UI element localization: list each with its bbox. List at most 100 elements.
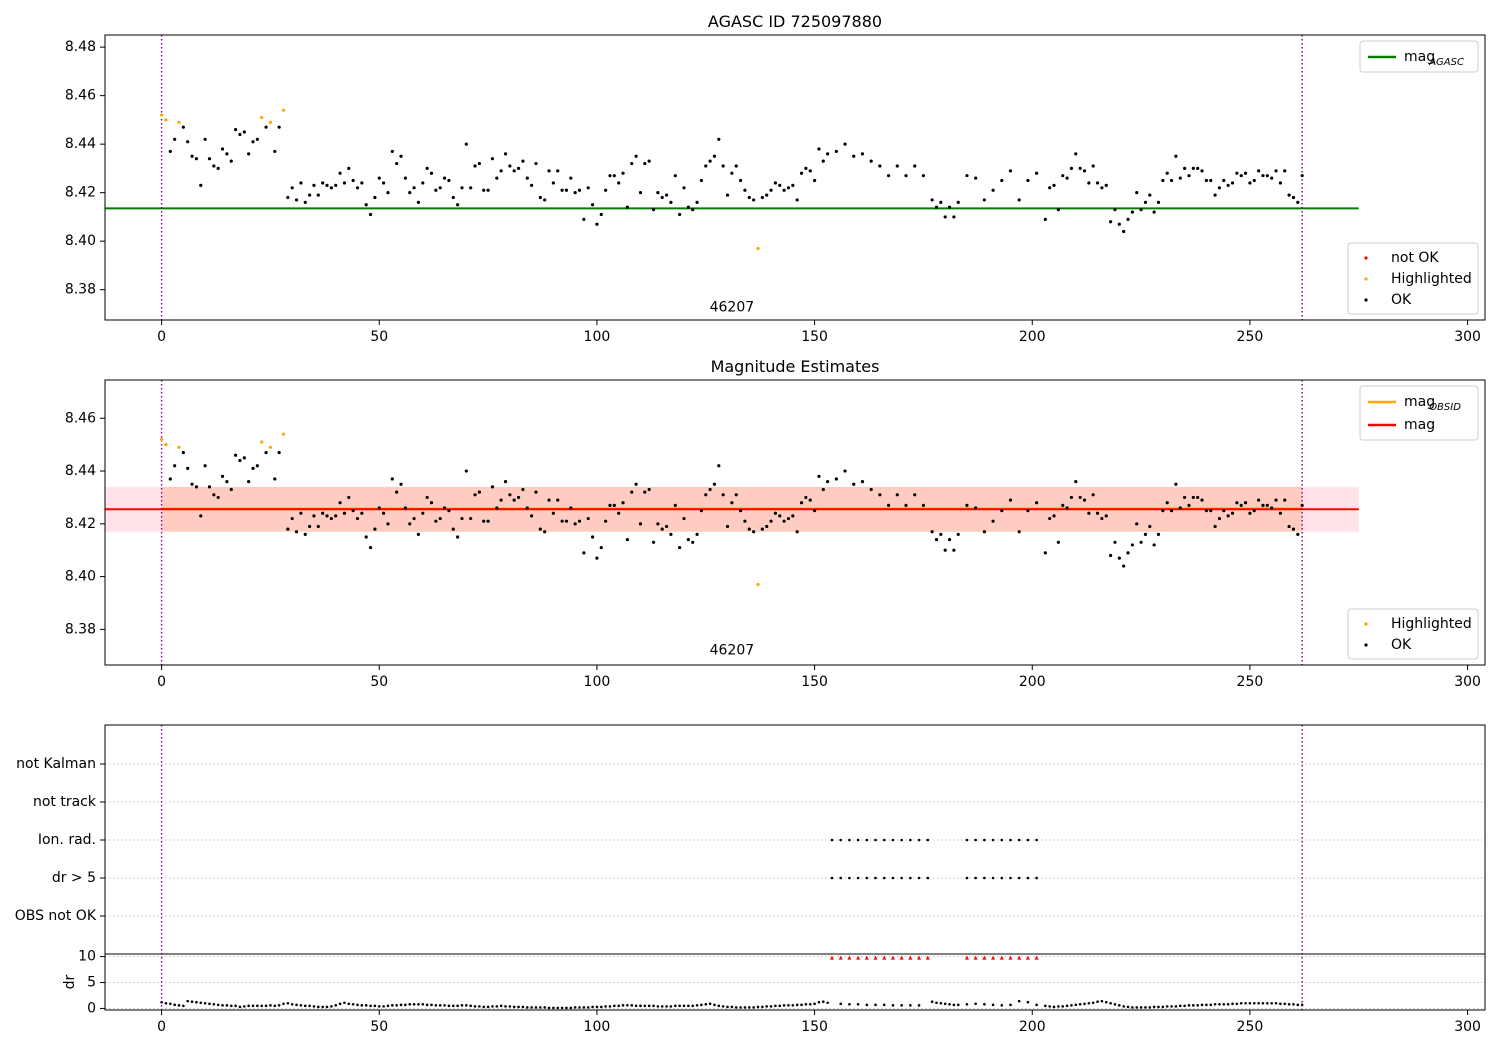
legend-marker <box>1364 277 1368 281</box>
data-point <box>852 482 856 486</box>
dr-point <box>1178 1004 1182 1008</box>
dr-point <box>343 1001 346 1005</box>
data-point <box>878 164 882 168</box>
data-point <box>904 174 908 178</box>
dr-point <box>251 1004 255 1008</box>
data-point <box>1300 174 1304 178</box>
obsid-annotation: 46207 <box>710 300 755 316</box>
dr-point <box>547 1006 551 1010</box>
dr-point <box>434 1004 438 1007</box>
data-point <box>860 152 865 156</box>
data-point <box>982 530 986 534</box>
dr-point <box>451 1004 455 1008</box>
dr-point <box>956 1003 960 1007</box>
data-point <box>364 203 368 207</box>
dr-point <box>447 1004 451 1008</box>
data-point <box>303 200 307 204</box>
data-point <box>186 140 190 144</box>
dr-point <box>800 1003 803 1007</box>
dr-point <box>856 1002 860 1006</box>
data-point <box>464 469 468 473</box>
dr-point <box>626 1004 629 1007</box>
dr-point <box>369 1004 372 1008</box>
dr-point <box>256 1004 259 1008</box>
data-point <box>181 450 185 455</box>
data-point <box>351 178 355 183</box>
data-point <box>403 176 407 180</box>
data-point <box>1095 511 1100 515</box>
data-point <box>817 147 821 151</box>
dr-capped-marker <box>1034 955 1039 960</box>
dr-point <box>186 999 190 1003</box>
flag-point <box>874 876 877 880</box>
data-point <box>1148 524 1152 529</box>
flag-point <box>1035 876 1038 880</box>
dr-point <box>734 1006 738 1009</box>
flag-point <box>856 876 860 880</box>
dr-point <box>478 1005 481 1008</box>
y-tick-label: 8.44 <box>65 463 96 479</box>
flag-point <box>865 838 869 842</box>
data-point <box>1300 503 1304 507</box>
legend-label: mag <box>1404 417 1435 433</box>
data-point <box>939 200 943 204</box>
data-point <box>212 164 216 168</box>
data-point <box>1087 181 1091 185</box>
dr-point <box>512 1005 516 1009</box>
data-point <box>1109 220 1113 224</box>
dr-point <box>930 1000 934 1004</box>
data-point <box>229 487 233 492</box>
data-point <box>290 516 294 521</box>
data-point <box>408 522 412 526</box>
data-point <box>199 514 203 518</box>
dr-point <box>900 1004 903 1007</box>
data-point <box>678 212 682 217</box>
data-point <box>220 147 225 151</box>
dr-point <box>1192 1004 1195 1007</box>
dr-point <box>317 1005 320 1009</box>
dr-point <box>330 1005 333 1008</box>
dr-capped-marker <box>964 955 969 960</box>
data-point <box>216 166 220 171</box>
dr-point <box>1239 1001 1243 1005</box>
dr-point <box>334 1004 338 1007</box>
data-point <box>207 485 212 489</box>
dr-point <box>874 1003 877 1007</box>
dr-point <box>168 1002 172 1006</box>
data-point <box>647 159 651 163</box>
data-point <box>634 154 638 158</box>
flag-point <box>1017 838 1021 842</box>
data-point <box>264 125 268 129</box>
data-point <box>952 215 956 219</box>
flag-point <box>1035 838 1038 842</box>
data-point <box>608 503 612 507</box>
data-point <box>207 157 212 161</box>
data-point <box>395 490 399 494</box>
dr-capped-marker <box>1008 955 1013 960</box>
axes-frame <box>104 34 1486 321</box>
dr-point <box>499 1004 503 1008</box>
flag-point <box>965 876 969 880</box>
data-point <box>403 506 407 510</box>
dr-point <box>630 1004 634 1007</box>
data-point <box>782 519 786 523</box>
data-point <box>799 501 804 505</box>
data-point <box>1043 217 1047 221</box>
data-point <box>342 511 347 515</box>
data-point <box>399 154 403 158</box>
data-point <box>290 186 294 190</box>
data-point <box>447 178 451 183</box>
flag-point <box>839 838 843 842</box>
dr-capped-marker <box>925 955 930 960</box>
dr-point <box>443 1004 446 1007</box>
data-point <box>564 188 569 192</box>
data-point <box>482 519 486 523</box>
dr-point <box>482 1005 486 1009</box>
y-tick-label: 8.40 <box>65 233 96 249</box>
data-point <box>460 516 464 521</box>
data-point <box>921 174 926 178</box>
data-point <box>1052 183 1056 187</box>
data-point <box>1130 210 1134 214</box>
data-point <box>991 188 995 192</box>
data-point <box>495 176 499 180</box>
